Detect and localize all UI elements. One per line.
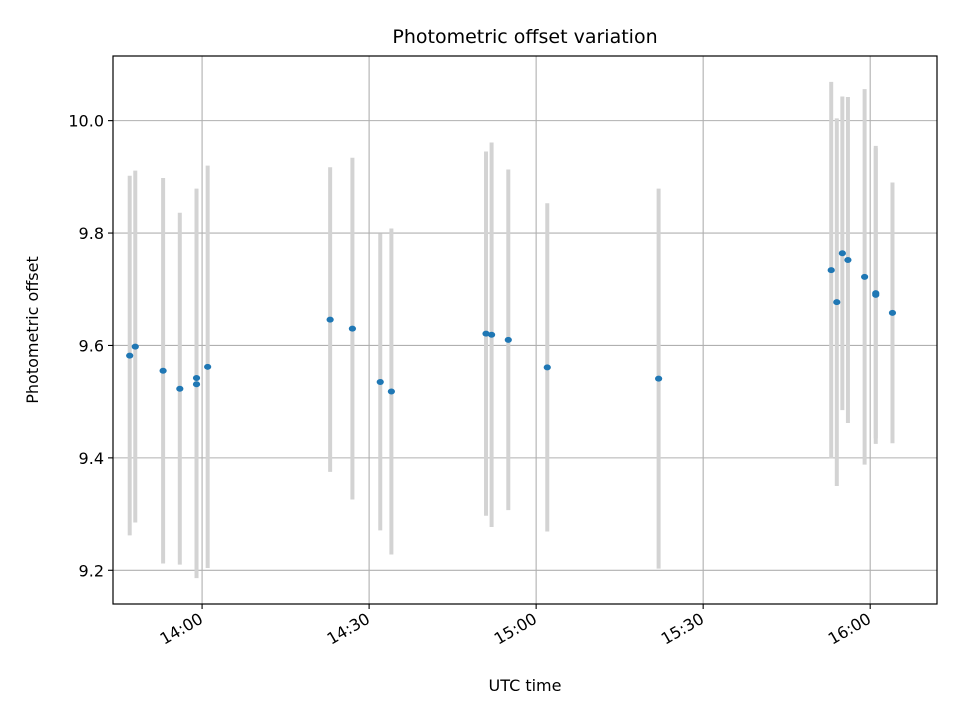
data-point	[348, 325, 357, 332]
data-points	[126, 250, 897, 395]
data-point	[543, 364, 551, 371]
data-point	[861, 273, 869, 280]
grid-lines	[113, 56, 937, 604]
plot-frame	[112, 55, 938, 605]
data-point	[888, 309, 897, 316]
x-axis-label: UTC time	[489, 676, 562, 695]
y-tick-label: 9.8	[79, 224, 104, 243]
data-point	[504, 336, 512, 343]
data-point	[159, 367, 167, 374]
data-point	[872, 290, 880, 297]
chart-title: Photometric offset variation	[392, 26, 657, 48]
y-tick-label: 10.0	[68, 112, 104, 131]
data-point	[487, 331, 496, 338]
y-tick-label: 9.2	[79, 561, 104, 580]
y-axis-label: Photometric offset	[23, 256, 42, 404]
data-point	[387, 388, 395, 395]
data-point	[844, 257, 852, 264]
data-point	[126, 352, 134, 359]
data-point	[131, 343, 139, 350]
data-point	[176, 385, 184, 392]
data-point	[838, 250, 846, 257]
y-axis-ticks: 9.2 9.4 9.6 9.8 10.0	[68, 112, 113, 580]
data-point	[192, 375, 201, 382]
data-point	[376, 378, 384, 385]
data-point	[482, 330, 490, 337]
y-tick-label: 9.4	[79, 449, 104, 468]
data-point	[326, 316, 334, 323]
data-point	[192, 381, 201, 388]
data-point	[827, 267, 835, 274]
data-point	[204, 363, 212, 370]
data-point	[833, 299, 841, 306]
data-point	[655, 375, 663, 382]
y-tick-label: 9.6	[79, 336, 104, 355]
